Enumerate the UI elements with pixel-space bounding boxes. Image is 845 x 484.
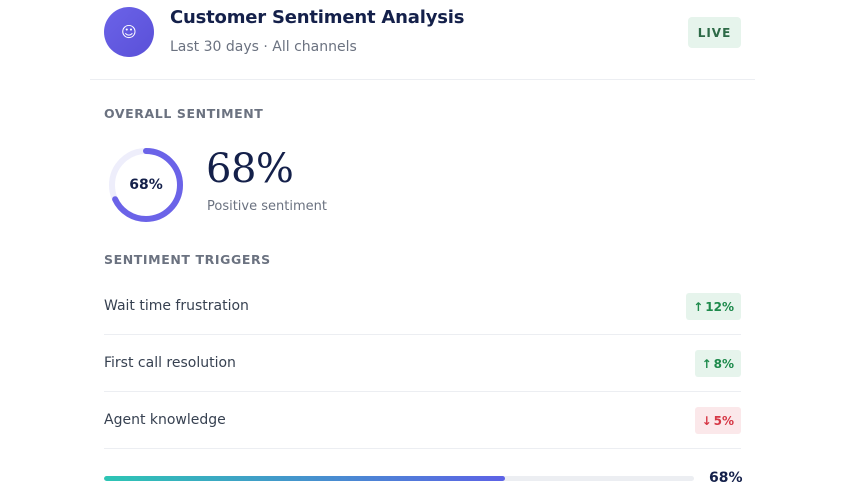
sentiment-triggers-label: SENTIMENT TRIGGERS <box>104 252 271 267</box>
sentiment-progress-fill <box>104 476 506 481</box>
trigger-label: Agent knowledge <box>104 412 226 428</box>
arrow-up-icon: ↑ <box>693 299 704 314</box>
progress-percentage: 68% <box>709 470 743 484</box>
ring-percentage: 68% <box>129 177 163 193</box>
card-subtitle: Last 30 days · All channels <box>170 39 357 55</box>
smiley-face-icon: ☺ <box>104 7 154 57</box>
trigger-change-value: 12% <box>705 299 734 314</box>
card-title: Customer Sentiment Analysis <box>170 7 465 28</box>
trigger-label: Wait time frustration <box>104 298 249 314</box>
trigger-change-badge: ↑ 8% <box>694 350 741 377</box>
live-status-badge: LIVE <box>688 17 741 48</box>
trigger-label: First call resolution <box>104 355 236 371</box>
sentiment-progress-bar <box>104 476 694 481</box>
overall-sentiment-label: OVERALL SENTIMENT <box>104 106 264 121</box>
trigger-change-value: 5% <box>713 413 734 428</box>
sentiment-ring-arc <box>109 148 183 222</box>
arrow-up-icon: ↑ <box>701 356 712 371</box>
arrow-down-icon: ↓ <box>701 413 712 428</box>
trigger-change-value: 8% <box>713 356 734 371</box>
trigger-change-badge: ↓ 5% <box>694 407 741 434</box>
trigger-row-wait-time: Wait time frustration ↑ 12% <box>104 278 741 335</box>
overall-sentiment-caption: Positive sentiment <box>207 199 327 214</box>
overall-sentiment-value: 68% <box>206 146 294 192</box>
trigger-row-agent-knowledge: Agent knowledge ↓ 5% <box>104 392 741 449</box>
trigger-row-first-call: First call resolution ↑ 8% <box>104 335 741 392</box>
trigger-change-badge: ↑ 12% <box>686 293 741 320</box>
card-header: ☺ Customer Sentiment Analysis Last 30 da… <box>90 0 755 80</box>
sentiment-ring <box>109 148 183 222</box>
